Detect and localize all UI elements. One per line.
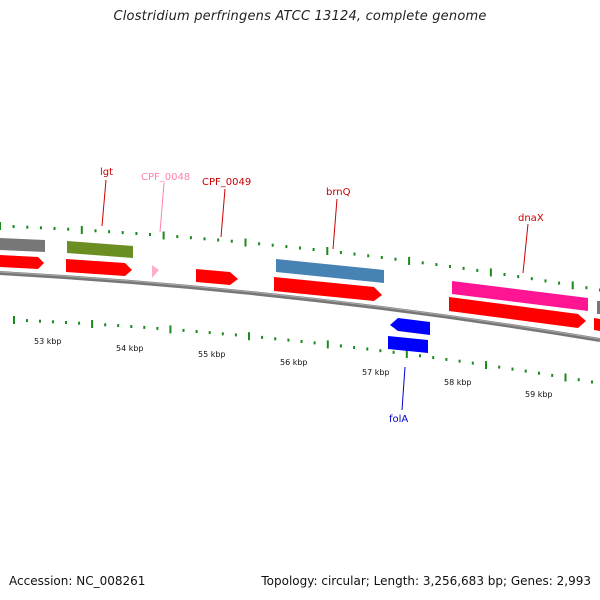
leader-lines xyxy=(101,179,529,411)
tick-label-54: 54 kbp xyxy=(116,344,144,353)
leader-lgt xyxy=(101,179,107,227)
reverse-track xyxy=(388,318,430,353)
tick-label-56: 56 kbp xyxy=(280,358,308,367)
cds-right-edge[interactable] xyxy=(594,318,600,331)
cds-track xyxy=(0,255,600,331)
cds-folA-arrow[interactable] xyxy=(390,318,430,335)
gene-grey-right[interactable] xyxy=(597,301,600,314)
accession-label: Accession: NC_008261 xyxy=(9,574,146,588)
gene-folA[interactable] xyxy=(388,336,428,353)
label-folA[interactable]: folA xyxy=(389,414,408,425)
genome-backbone xyxy=(0,271,600,342)
cds-dnaX[interactable] xyxy=(449,297,586,328)
genome-backbone-highlight xyxy=(0,271,600,340)
map-title: Clostridium perfringens ATCC 13124, comp… xyxy=(113,9,487,24)
gene-dnaX[interactable] xyxy=(452,281,588,311)
tick-label-57: 57 kbp xyxy=(362,368,390,377)
cds-CPF_0048[interactable] xyxy=(152,265,159,278)
cds-brnQ[interactable] xyxy=(274,277,382,301)
leader-folA xyxy=(401,366,406,411)
cds-1[interactable] xyxy=(0,255,44,269)
label-lgt[interactable]: lgt xyxy=(100,167,113,178)
tick-label-58: 58 kbp xyxy=(444,378,472,387)
leader-dnaX xyxy=(522,223,529,274)
label-CPF_0049[interactable]: CPF_0049 xyxy=(202,177,251,188)
tick-label-55: 55 kbp xyxy=(198,350,226,359)
genome-summary: Topology: circular; Length: 3,256,683 bp… xyxy=(261,574,591,588)
label-dnaX[interactable]: dnaX xyxy=(518,213,544,224)
gene-track xyxy=(0,238,600,314)
gene-grey-left[interactable] xyxy=(0,238,45,252)
cds-CPF_0049[interactable] xyxy=(196,269,238,285)
leader-CPF_0048 xyxy=(159,182,165,233)
cds-lgt[interactable] xyxy=(66,259,132,276)
feature-labels: lgt CPF_0048 CPF_0049 brnQ dnaX folA xyxy=(100,167,544,425)
gene-brnQ[interactable] xyxy=(276,259,384,283)
tick-label-59: 59 kbp xyxy=(525,390,553,399)
gene-lgt[interactable] xyxy=(67,241,133,258)
leader-brnQ xyxy=(332,198,338,250)
label-CPF_0048[interactable]: CPF_0048 xyxy=(141,172,190,183)
inner-tick-track xyxy=(13,316,593,384)
label-brnQ[interactable]: brnQ xyxy=(326,187,351,198)
leader-CPF_0049 xyxy=(220,188,226,238)
outer-tick-track xyxy=(0,222,600,292)
tick-label-53: 53 kbp xyxy=(34,337,62,346)
scale-labels: 53 kbp 54 kbp 55 kbp 56 kbp 57 kbp 58 kb… xyxy=(34,337,553,399)
